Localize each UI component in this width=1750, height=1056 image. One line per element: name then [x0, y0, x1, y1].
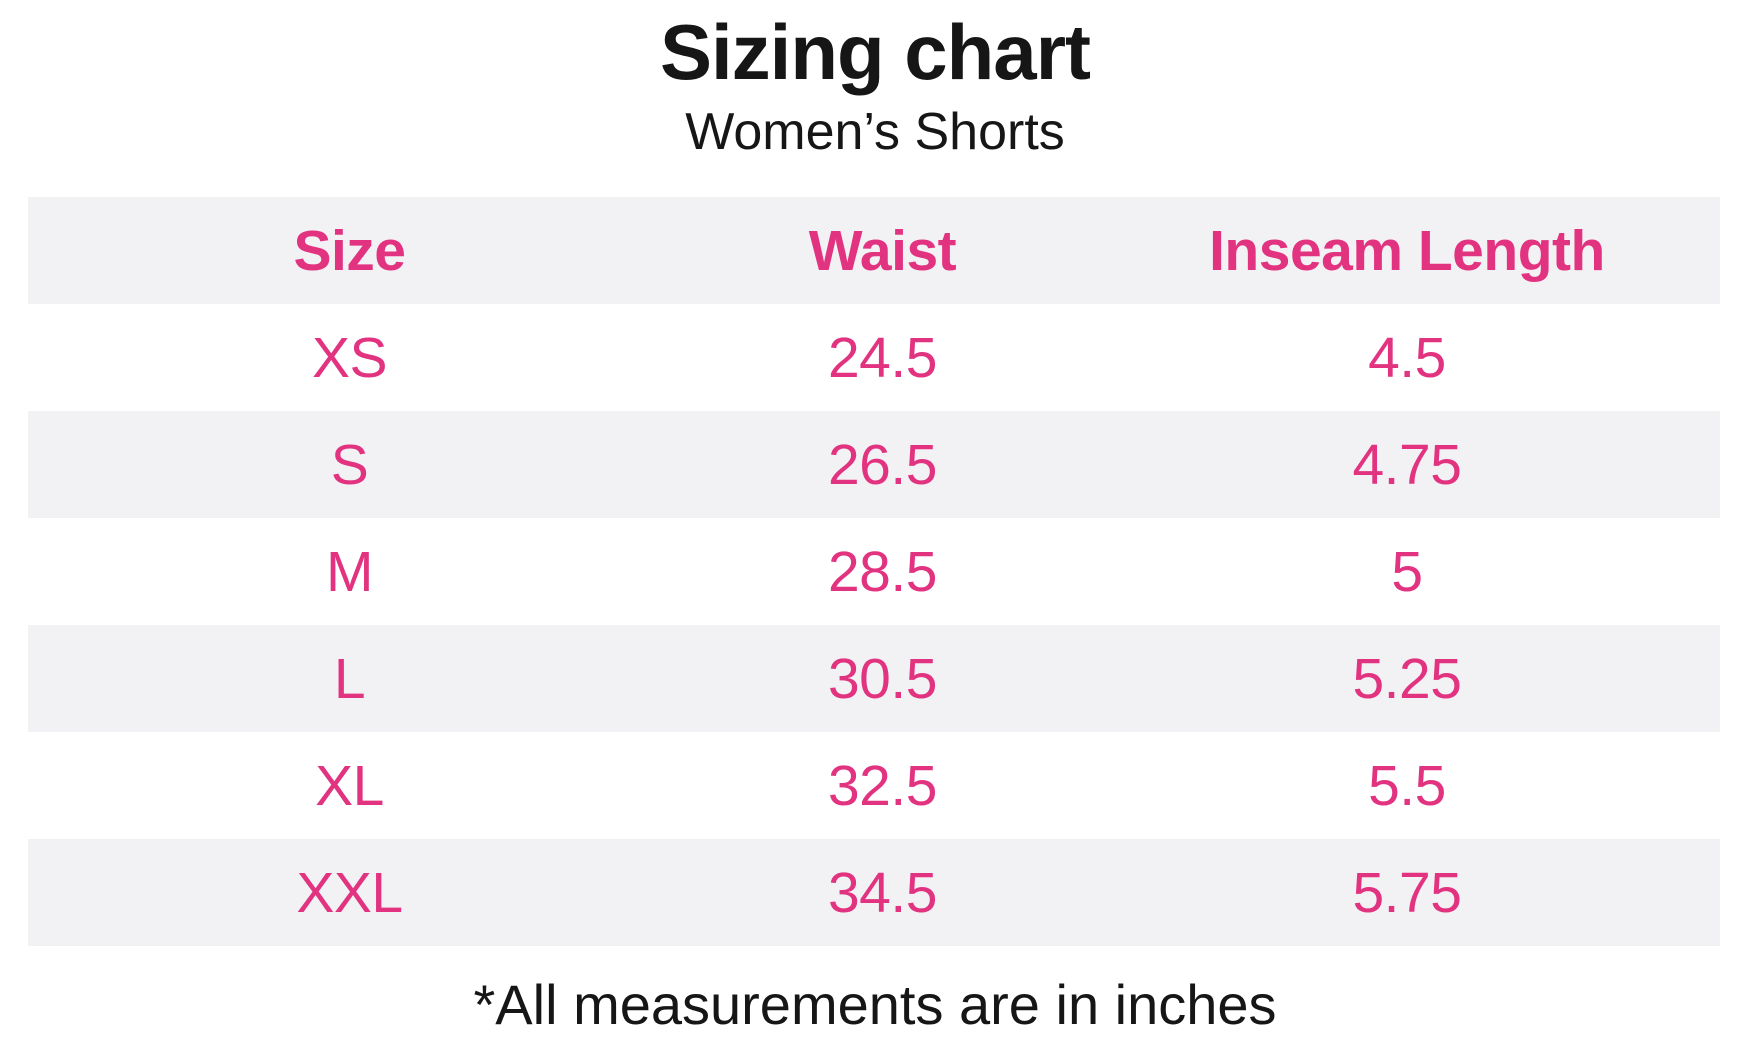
cell-size: XL [315, 753, 384, 818]
cell-size: XS [311, 325, 388, 390]
cell-size: S [330, 432, 369, 497]
cell-size: M [325, 539, 373, 604]
cell-inseam-length: 4.5 [1368, 325, 1446, 390]
table-row-xs: XS 24.5 4.5 [28, 304, 1720, 411]
page-title: Sizing chart [659, 8, 1091, 96]
cell-size: L [333, 646, 366, 711]
cell-inseam-length: 5.5 [1368, 753, 1446, 818]
table-row-l: L 30.5 5.25 [28, 625, 1720, 732]
cell-size: XXL [296, 860, 403, 925]
cell-waist: 34.5 [827, 860, 937, 925]
cell-inseam-length: 5.75 [1352, 860, 1462, 925]
cell-waist: 32.5 [827, 753, 937, 818]
table-header-row: Size Waist Inseam Length [28, 197, 1720, 304]
table-row-xxl: XXL 34.5 5.75 [28, 839, 1720, 946]
cell-waist: 30.5 [827, 646, 937, 711]
column-header-waist: Waist [808, 218, 957, 283]
page-subtitle: Women’s Shorts [685, 103, 1065, 161]
table-row-xl: XL 32.5 5.5 [28, 732, 1720, 839]
cell-inseam-length: 5 [1391, 539, 1423, 604]
cell-waist: 24.5 [827, 325, 937, 390]
table-row-s: S 26.5 4.75 [28, 411, 1720, 518]
column-header-size: Size [293, 218, 406, 283]
sizing-table: Size Waist Inseam Length XS 24.5 4.5 S 2… [28, 197, 1720, 946]
measurements-footnote: *All measurements are in inches [473, 973, 1277, 1036]
cell-inseam-length: 5.25 [1352, 646, 1462, 711]
cell-waist: 26.5 [827, 432, 937, 497]
table-row-m: M 28.5 5 [28, 518, 1720, 625]
column-header-inseam-length: Inseam Length [1209, 218, 1605, 283]
cell-inseam-length: 4.75 [1352, 432, 1462, 497]
cell-waist: 28.5 [827, 539, 937, 604]
